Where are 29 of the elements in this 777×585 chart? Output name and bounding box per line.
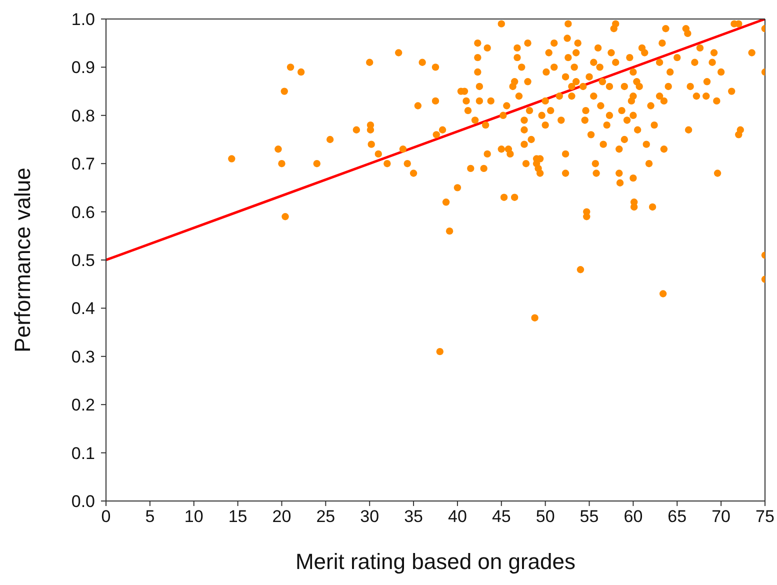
y-tick-label: 0.7 (71, 154, 95, 174)
x-tick-label: 0 (101, 507, 111, 526)
x-tick-label: 15 (228, 507, 248, 526)
y-tick-label: 0.0 (71, 492, 95, 512)
x-tick-label: 40 (448, 507, 467, 526)
x-tick-label: 10 (184, 507, 204, 526)
x-tick-label: 35 (404, 507, 423, 526)
y-tick-label: 0.2 (71, 396, 95, 415)
y-tick-label: 0.6 (71, 202, 95, 222)
y-tick-label: 0.8 (71, 106, 95, 126)
y-tick-label: 0.5 (71, 251, 95, 270)
x-tick-label: 75 (756, 507, 774, 526)
y-axis-title: Performance value (10, 168, 35, 352)
x-tick-label: 45 (492, 507, 511, 526)
x-tick-label: 20 (272, 507, 292, 526)
y-tick-label: 1.0 (71, 10, 95, 30)
y-tick-label: 0.1 (71, 444, 95, 463)
x-tick-label: 25 (316, 507, 336, 526)
x-axis-title: Merit rating based on grades (295, 549, 576, 574)
y-tick-label: 0.4 (71, 299, 95, 318)
y-tick-label: 0.3 (71, 347, 95, 366)
x-tick-label: 55 (580, 507, 599, 526)
x-tick-label: 50 (536, 507, 555, 526)
x-tick-label: 5 (145, 507, 155, 526)
x-tick-label: 70 (712, 507, 731, 526)
x-tick-label: 30 (360, 507, 380, 526)
x-tick-label: 65 (668, 507, 687, 526)
y-tick-label: 0.9 (71, 58, 95, 78)
x-tick-label: 60 (624, 507, 643, 526)
